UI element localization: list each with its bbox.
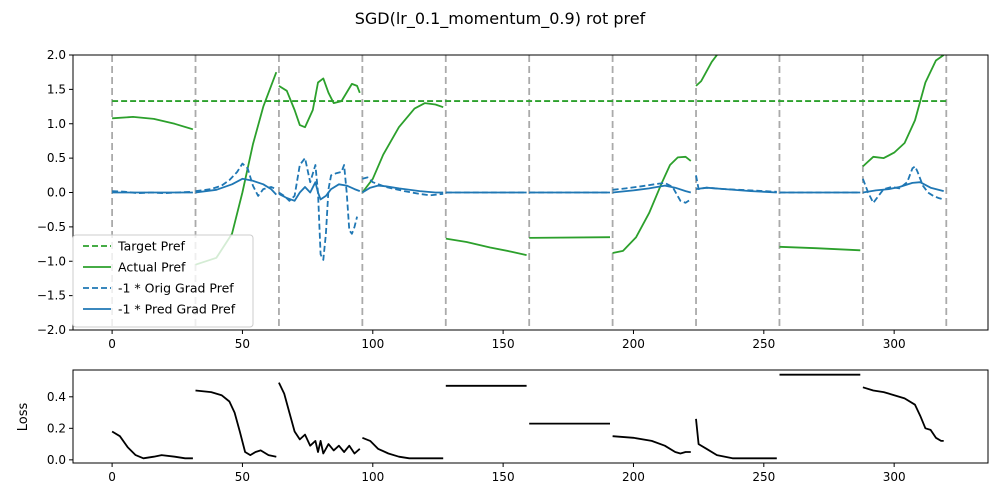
y-tick-label: 1.5 [47,82,66,96]
rot-pref-panel: 0 50 100 150 200 250 300 −2.0 −1.5 −1.0 −0.5 0.0 0.… [37,48,989,351]
actual-pref-line [112,116,194,131]
loss-line [362,436,444,460]
x-tick-label: 200 [622,337,645,351]
y-tick-label: −1.5 [37,289,66,303]
pred-grad-pref-line [278,181,361,202]
x-tick-label: 150 [492,470,515,484]
legend-label: -1 * Orig Grad Pref [118,281,234,296]
x-tick-label: 50 [235,470,250,484]
y-tick-label: 1.0 [47,117,66,131]
orig-grad-pref-line [862,165,944,204]
x-tick-label: 100 [361,337,384,351]
y-tick-label: 0.0 [47,453,66,467]
orig-grad-pref-line [195,162,277,197]
orig-grad-pref-line [612,181,692,204]
y-tick-label: −2.0 [37,323,66,337]
legend-label: -1 * Pred Grad Pref [118,302,236,317]
legend-entries: Target Pref Actual Pref -1 * Orig Grad Pre… [83,239,236,317]
top-y-ticks: −2.0 −1.5 −1.0 −0.5 0.0 0.5 1.0 1.5 2.0 [37,48,73,337]
loss-line [195,389,277,458]
x-tick-label: 300 [883,337,906,351]
y-tick-label: 0.4 [47,390,66,404]
x-tick-label: 0 [108,470,116,484]
y-tick-label: 0.0 [47,186,66,200]
loss-line [612,435,691,455]
legend-label: Actual Pref [118,260,186,275]
orig-grad-pref-line [278,157,358,261]
loss-y-axis-label: Loss [16,403,31,432]
pred-grad-pref-line [862,181,944,194]
loss-line [111,430,193,460]
x-tick-label: 300 [883,470,906,484]
actual-pref-line [361,102,444,194]
bottom-plot-area [73,370,988,463]
x-tick-label: 150 [492,337,515,351]
y-tick-label: 2.0 [47,48,66,62]
bottom-axes-frame [72,369,989,464]
loss-line [278,382,361,455]
bottom-y-ticks: 0.0 0.2 0.4 [47,390,73,467]
actual-pref-line [695,55,719,87]
x-tick-label: 0 [108,337,116,351]
bottom-x-ticks: 0 50 100 150 200 250 300 [108,463,906,484]
y-tick-label: −0.5 [37,220,66,234]
loss-line [862,386,944,442]
pred-grad-pref-line [195,177,277,196]
loss-line [695,418,777,460]
actual-pref-line [862,55,945,168]
loss-panel: 0 50 100 150 200 250 300 0.0 0.2 0.4 Loss [16,369,989,484]
pred-grad-pref-line [695,186,777,194]
legend-box [72,234,254,328]
loss-series [111,373,944,460]
legend-label: Target Pref [117,239,186,254]
pred-grad-pref-line [361,184,444,194]
actual-pref-line [445,237,527,256]
legend: Target Pref Actual Pref -1 * Orig Grad Pre… [72,234,254,328]
x-tick-label: 200 [622,470,645,484]
actual-pref-line [779,245,861,252]
top-x-ticks: 0 50 100 150 200 250 300 [108,330,906,351]
y-tick-label: 0.2 [47,421,66,435]
actual-pref-line [529,236,611,239]
pred-grad-pref-line [612,184,692,194]
actual-pref-line [612,155,692,254]
y-tick-label: 0.5 [47,151,66,165]
x-tick-label: 250 [752,337,775,351]
x-tick-label: 50 [235,337,250,351]
x-tick-label: 100 [361,470,384,484]
x-tick-label: 250 [752,470,775,484]
y-tick-label: −1.0 [37,254,66,268]
actual-pref-line [278,77,361,129]
figure-title: SGD(lr_0.1_momentum_0.9) rot pref [355,9,646,29]
